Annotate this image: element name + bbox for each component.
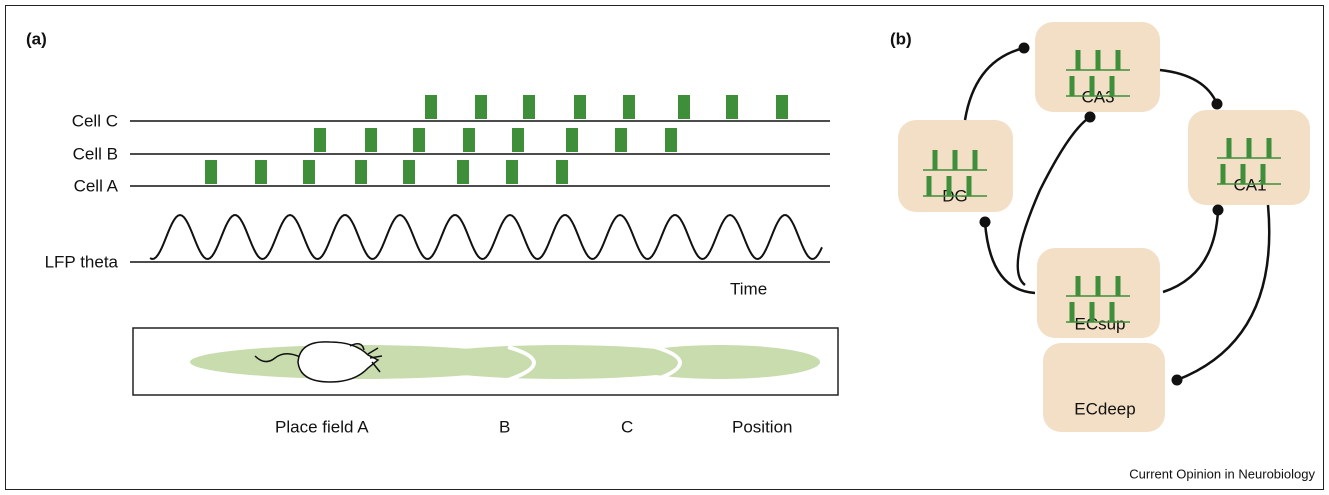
connection: [985, 222, 1035, 293]
mini-spike: [1090, 302, 1095, 322]
track-label: Position: [732, 417, 792, 436]
spike: [566, 128, 578, 152]
spike: [506, 160, 518, 184]
spike: [512, 128, 524, 152]
node: ECdeep: [1043, 343, 1165, 432]
connection: [965, 48, 1024, 120]
spike: [205, 160, 217, 184]
mini-spike: [1070, 302, 1075, 322]
mini-spike: [1090, 76, 1095, 96]
spike: [355, 160, 367, 184]
track: [133, 328, 838, 395]
panel-label: (a): [26, 29, 47, 48]
connection: [1177, 205, 1269, 380]
node-box: [1043, 343, 1165, 432]
spike: [314, 128, 326, 152]
spike: [463, 128, 475, 152]
mini-spike: [1076, 50, 1081, 70]
node-label: ECsup: [1074, 314, 1125, 333]
mini-spike: [1116, 276, 1121, 296]
mini-spike: [947, 176, 952, 196]
mini-spike: [1096, 50, 1101, 70]
node: CA3: [1035, 22, 1160, 112]
spike: [255, 160, 267, 184]
mini-spike: [1261, 164, 1266, 184]
mini-spike: [1267, 138, 1272, 158]
spike: [615, 128, 627, 152]
mini-spike: [1110, 76, 1115, 96]
spike: [523, 95, 535, 119]
spike: [425, 95, 437, 119]
lfp-wave: [150, 215, 822, 259]
spike: [665, 128, 677, 152]
node: DG: [898, 120, 1013, 212]
spike: [623, 95, 635, 119]
synapse: [1172, 375, 1183, 386]
footer: Current Opinion in Neurobiology: [1129, 466, 1315, 481]
mini-spike: [1070, 76, 1075, 96]
node: CA1: [1188, 110, 1310, 205]
node-label: ECdeep: [1074, 399, 1135, 418]
spike: [678, 95, 690, 119]
track-label: Place field A: [275, 417, 369, 436]
row-label: LFP theta: [45, 252, 119, 271]
mini-spike: [927, 176, 932, 196]
synapse: [1085, 112, 1096, 123]
figure: (a) (b) Cell C Cell B Cell A LFP theta T…: [0, 0, 1329, 495]
synapse: [1213, 205, 1224, 216]
track-label: B: [499, 417, 510, 436]
node: ECsup: [1037, 248, 1160, 338]
row-label: Cell B: [73, 144, 118, 163]
axis-label: Time: [730, 279, 767, 298]
mini-spike: [1247, 138, 1252, 158]
mini-spike: [1110, 302, 1115, 322]
spike: [556, 160, 568, 184]
mini-spike: [1241, 164, 1246, 184]
spike: [413, 128, 425, 152]
panel-label: (b): [890, 29, 912, 48]
mini-spike: [967, 176, 972, 196]
connection: [1163, 210, 1218, 292]
mini-spike: [1221, 164, 1226, 184]
mini-spike: [1096, 276, 1101, 296]
spike: [726, 95, 738, 119]
spike: [403, 160, 415, 184]
connection: [1160, 70, 1217, 104]
spike: [574, 95, 586, 119]
spike: [365, 128, 377, 152]
row-label: Cell C: [72, 111, 118, 130]
mini-spike: [1116, 50, 1121, 70]
mini-spike: [933, 150, 938, 170]
mini-spike: [953, 150, 958, 170]
synapse: [1019, 43, 1030, 54]
row-label: Cell A: [74, 176, 119, 195]
spike: [475, 95, 487, 119]
track-label: C: [621, 417, 633, 436]
spike: [776, 95, 788, 119]
mini-spike: [1076, 276, 1081, 296]
synapse: [1212, 99, 1223, 110]
spike: [303, 160, 315, 184]
mini-spike: [973, 150, 978, 170]
mini-spike: [1227, 138, 1232, 158]
synapse: [980, 217, 991, 228]
spike: [457, 160, 469, 184]
